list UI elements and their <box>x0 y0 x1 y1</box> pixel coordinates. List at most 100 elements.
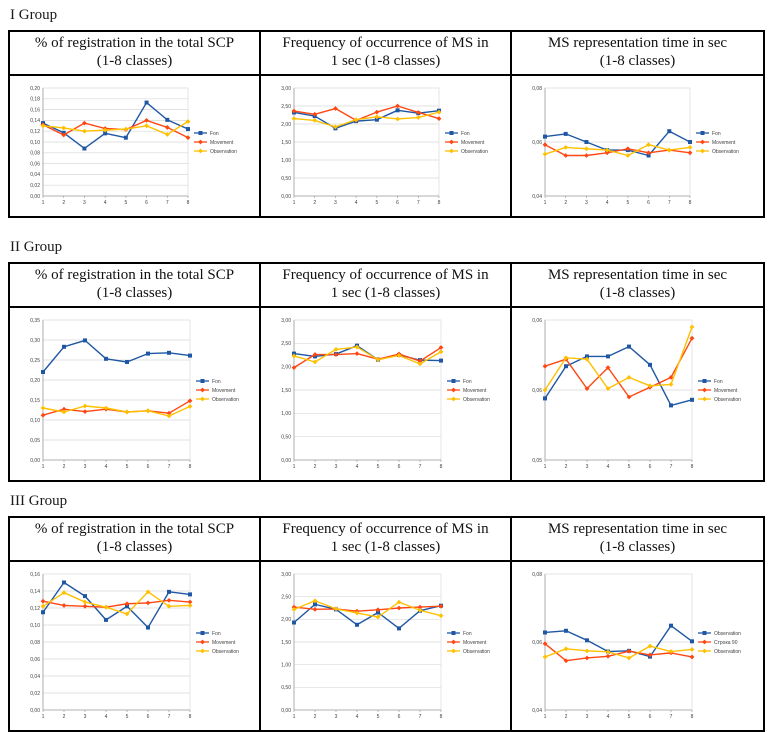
svg-text:2: 2 <box>63 464 66 470</box>
group-section-3: III Group % of registration in the total… <box>8 492 765 732</box>
svg-text:0,02: 0,02 <box>30 691 40 697</box>
svg-text:0,50: 0,50 <box>281 176 291 182</box>
chart-title: % of registration in the total SCP <box>34 35 235 51</box>
svg-text:Fon: Fon <box>463 379 472 385</box>
svg-text:0,00: 0,00 <box>281 458 291 464</box>
chart-title: Frequency of occurrence of MS in <box>282 35 489 51</box>
svg-text:2: 2 <box>564 200 567 206</box>
chart-title: Frequency of occurrence of MS in <box>282 521 489 537</box>
svg-text:0,06: 0,06 <box>532 388 542 394</box>
svg-text:3,00: 3,00 <box>281 86 291 92</box>
svg-text:6: 6 <box>147 714 150 720</box>
svg-text:0,06: 0,06 <box>532 640 542 646</box>
svg-text:8: 8 <box>689 200 692 206</box>
svg-text:Observation: Observation <box>714 649 741 655</box>
svg-text:6: 6 <box>398 714 401 720</box>
group-2-label: II Group <box>10 239 63 255</box>
svg-text:0,04: 0,04 <box>532 194 542 200</box>
chart-title: Frequency of occurrence of MS in <box>282 267 489 283</box>
chart-title-cell: MS representation time in sec (1-8 class… <box>512 518 763 562</box>
svg-text:4: 4 <box>607 464 610 470</box>
svg-text:3: 3 <box>334 200 337 206</box>
chart-subtitle: (1-8 classes) <box>599 285 676 301</box>
chart-cell: 3,00 2,50 2,00 1,50 1,00 0,50 0,00 1 2 3 4 5 6 7 8 Fon M… <box>261 308 512 480</box>
chart-title-cell: % of registration in the total SCP (1-8 … <box>10 264 261 308</box>
svg-text:0,16: 0,16 <box>30 572 40 578</box>
svg-text:1,50: 1,50 <box>281 640 291 646</box>
svg-text:5: 5 <box>377 714 380 720</box>
svg-text:2: 2 <box>314 714 317 720</box>
svg-text:Fon: Fon <box>712 131 721 137</box>
svg-text:6: 6 <box>147 464 150 470</box>
svg-text:7: 7 <box>419 464 422 470</box>
svg-text:3: 3 <box>84 464 87 470</box>
svg-text:1: 1 <box>42 464 45 470</box>
svg-text:Observation: Observation <box>463 649 490 655</box>
svg-text:0,20: 0,20 <box>30 86 40 92</box>
chart-cell: 0,08 0,06 0,04 1 2 3 4 5 6 7 8 Fon Movement Observati… <box>512 76 763 216</box>
svg-text:8: 8 <box>438 200 441 206</box>
svg-text:Fon: Fon <box>463 631 472 637</box>
svg-text:8: 8 <box>691 714 694 720</box>
svg-text:6: 6 <box>398 464 401 470</box>
svg-text:0,00: 0,00 <box>30 194 40 200</box>
svg-text:1: 1 <box>293 200 296 206</box>
chart-cell: 0,16 0,14 0,12 0,10 0,08 0,06 0,04 0,02 0,00 1 2 3 4… <box>10 562 261 730</box>
svg-text:Observation: Observation <box>210 149 237 155</box>
svg-text:6: 6 <box>647 200 650 206</box>
svg-text:0,14: 0,14 <box>30 118 40 124</box>
svg-text:Observation: Observation <box>463 397 490 403</box>
svg-text:Fon: Fon <box>210 131 219 137</box>
group-3-label: III Group <box>10 493 68 509</box>
svg-text:0,08: 0,08 <box>532 86 542 92</box>
svg-text:6: 6 <box>649 464 652 470</box>
svg-text:7: 7 <box>168 714 171 720</box>
chart-subtitle: (1-8 classes) <box>96 539 173 555</box>
svg-text:8: 8 <box>440 714 443 720</box>
svg-text:2: 2 <box>62 200 65 206</box>
chart-subtitle: (1-8 classes) <box>599 539 676 555</box>
svg-text:Observation: Observation <box>712 149 739 155</box>
svg-text:3: 3 <box>586 714 589 720</box>
svg-text:0,15: 0,15 <box>30 398 40 404</box>
svg-text:8: 8 <box>691 464 694 470</box>
svg-text:2,50: 2,50 <box>281 594 291 600</box>
svg-text:2: 2 <box>314 464 317 470</box>
svg-text:8: 8 <box>189 464 192 470</box>
svg-text:0,10: 0,10 <box>30 140 40 146</box>
svg-text:Fon: Fon <box>212 631 221 637</box>
line-chart-g1-frequency: 3,00 2,50 2,00 1,50 1,00 0,50 0,00 1 2 3 4 5 6 7 8 Fon M… <box>267 82 503 210</box>
svg-text:5: 5 <box>628 464 631 470</box>
svg-text:7: 7 <box>417 200 420 206</box>
svg-text:Fon: Fon <box>212 379 221 385</box>
svg-text:0,00: 0,00 <box>281 708 291 714</box>
svg-text:0,08: 0,08 <box>30 640 40 646</box>
chart-title-cell: Frequency of occurrence of MS in 1 sec (… <box>261 32 512 76</box>
svg-text:6: 6 <box>396 200 399 206</box>
svg-text:Movement: Movement <box>463 388 487 394</box>
chart-subtitle: 1 sec (1-8 classes) <box>330 285 441 301</box>
svg-text:Observation: Observation <box>714 631 741 637</box>
svg-text:7: 7 <box>166 200 169 206</box>
svg-text:1: 1 <box>42 200 45 206</box>
svg-text:1,50: 1,50 <box>281 140 291 146</box>
line-chart-g3-frequency: 3,00 2,50 2,00 1,50 1,00 0,50 0,00 1 2 3 4 5 6 7 8 Fon M… <box>267 568 505 724</box>
svg-text:7: 7 <box>670 714 673 720</box>
svg-text:1: 1 <box>42 714 45 720</box>
line-chart-g2-registration: 0,35 0,30 0,25 0,20 0,15 0,10 0,05 0,00 1 2 3 4 5 6 7 8… <box>16 314 254 474</box>
chart-title-cell: Frequency of occurrence of MS in 1 sec (… <box>261 264 512 308</box>
svg-text:1,00: 1,00 <box>281 662 291 668</box>
svg-text:2: 2 <box>565 464 568 470</box>
chart-cell: 0,06 0,06 0,05 1 2 3 4 5 6 7 8 Fon Movement Observati… <box>512 308 763 480</box>
svg-text:Fon: Fon <box>714 379 723 385</box>
svg-text:3: 3 <box>83 200 86 206</box>
svg-text:0,10: 0,10 <box>30 623 40 629</box>
svg-text:0,50: 0,50 <box>281 434 291 440</box>
svg-text:5: 5 <box>126 714 129 720</box>
svg-text:4: 4 <box>105 714 108 720</box>
chart-title-cell: MS representation time in sec (1-8 class… <box>512 32 763 76</box>
svg-text:0,14: 0,14 <box>30 589 40 595</box>
group-section-1: I Group % of registration in the total S… <box>8 6 765 218</box>
svg-text:1: 1 <box>544 464 547 470</box>
svg-text:0,12: 0,12 <box>30 606 40 612</box>
